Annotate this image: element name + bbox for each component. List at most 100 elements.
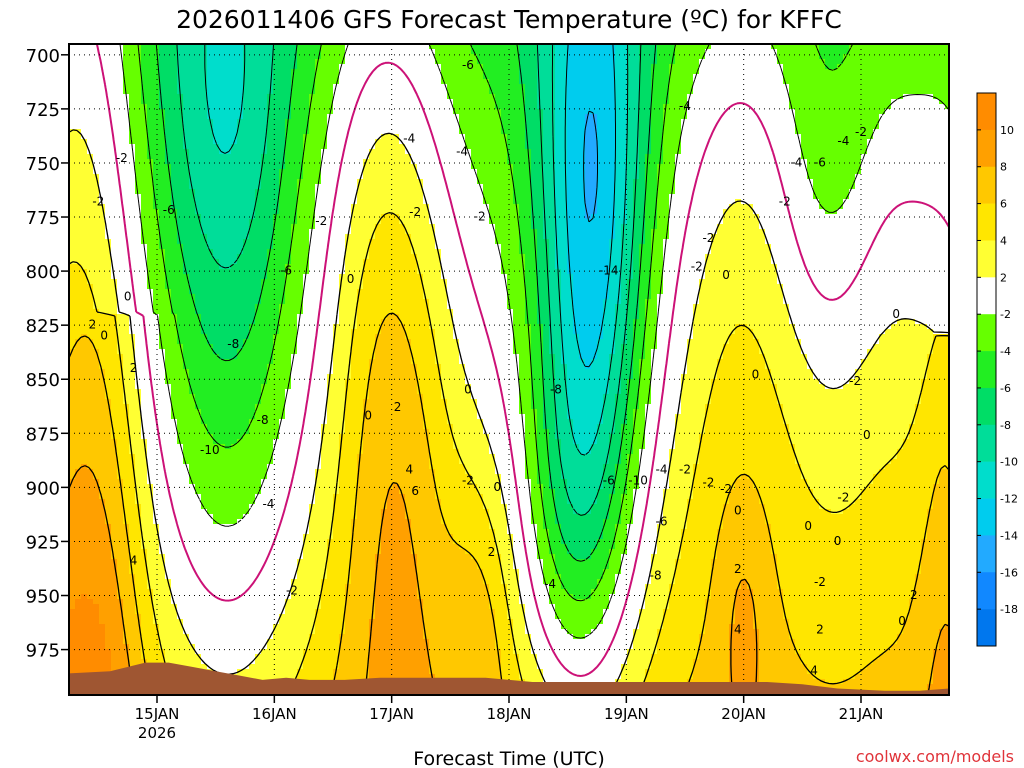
colorbar: 10 8 6 4 2 -2 -4 -6 -8 -10 -12 -14 -16 -18 bbox=[976, 92, 1018, 647]
colorbar-swatch bbox=[977, 609, 996, 647]
contour-label: -2 bbox=[855, 125, 867, 139]
colorbar-label: -8 bbox=[1000, 419, 1011, 432]
isotherm--10 bbox=[204, 44, 629, 456]
contour-label: -6 bbox=[280, 264, 292, 278]
colorbar-label: -6 bbox=[1000, 382, 1011, 395]
contour-label: 0 bbox=[347, 272, 355, 286]
contour-label: -2 bbox=[474, 210, 486, 224]
contour-label: 0 bbox=[464, 383, 472, 397]
terrain bbox=[69, 662, 949, 695]
y-tick-label: 875 bbox=[26, 424, 60, 445]
contour-label: -6 bbox=[656, 514, 668, 528]
x-tick-label: 16JAN bbox=[252, 705, 297, 723]
contour-label: -4 bbox=[403, 132, 415, 146]
contour-label: 2 bbox=[816, 623, 824, 637]
contour-label: 4 bbox=[130, 553, 138, 567]
colorbar-swatch bbox=[977, 129, 996, 168]
contour-label: -2 bbox=[814, 575, 826, 589]
contour-label: -2 bbox=[691, 259, 703, 273]
y-tick-label: 950 bbox=[26, 587, 60, 608]
contour-label: -4 bbox=[262, 497, 274, 511]
terrain-ground bbox=[69, 662, 949, 695]
contour-label: -2 bbox=[462, 473, 474, 487]
colorbar-swatch bbox=[977, 461, 996, 499]
y-tick-label: 800 bbox=[26, 262, 60, 283]
colorbar-label: 2 bbox=[1000, 271, 1007, 284]
contour-label: -2 bbox=[837, 491, 849, 505]
x-tick-label: 20JAN bbox=[721, 705, 766, 723]
contour-label: -2 bbox=[286, 584, 298, 598]
contour-label: 0 bbox=[898, 614, 906, 628]
chart-title: 2026011406 GFS Forecast Temperature (ºC)… bbox=[176, 5, 842, 34]
colorbar-label: -18 bbox=[1000, 603, 1018, 616]
contour-label: -4 bbox=[790, 155, 802, 169]
contour-label: -8 bbox=[227, 337, 239, 351]
isotherm--6 bbox=[155, 44, 657, 562]
colorbar-label: 8 bbox=[1000, 161, 1007, 174]
contour-label: -4 bbox=[456, 145, 468, 159]
y-tick-label: 925 bbox=[26, 532, 60, 553]
colorbar-swatch bbox=[977, 314, 996, 352]
isotherm-contours bbox=[69, 44, 949, 695]
contour-label: -14 bbox=[599, 264, 619, 278]
y-tick-label: 900 bbox=[26, 478, 60, 499]
contour-label: -2 bbox=[702, 476, 714, 490]
grid-lines bbox=[69, 44, 949, 695]
contour-label: -2 bbox=[849, 374, 861, 388]
isotherm--4 bbox=[137, 44, 854, 602]
contour-label: -2 bbox=[409, 205, 421, 219]
y-axis-ticks: 700 725 750 775 800 825 850 875 900 925 950 975 bbox=[26, 46, 69, 662]
contour-label: 4 bbox=[405, 463, 413, 477]
y-tick-label: 825 bbox=[26, 316, 60, 337]
contour-label: 2 bbox=[488, 545, 496, 559]
colorbar-swatch bbox=[977, 240, 996, 278]
contour-label: 2 bbox=[910, 588, 918, 602]
contour-label: 2 bbox=[130, 361, 138, 375]
contour-label: 0 bbox=[722, 268, 730, 282]
contour-label: -2 bbox=[779, 194, 791, 208]
isotherm--12 bbox=[564, 44, 616, 368]
contour-label: -8 bbox=[550, 383, 562, 397]
contour-label: -6 bbox=[163, 203, 175, 217]
contour-label: 0 bbox=[863, 428, 871, 442]
x-tick-label: 17JAN bbox=[369, 705, 414, 723]
contour-label: -8 bbox=[650, 569, 662, 583]
contour-label: -2 bbox=[116, 151, 128, 165]
contour-label: -2 bbox=[92, 194, 104, 208]
contour-label: -2 bbox=[315, 214, 327, 228]
contour-label: 0 bbox=[752, 367, 760, 381]
contour-label: 0 bbox=[834, 534, 842, 548]
contour-label: 0 bbox=[804, 519, 812, 533]
contour-label: -4 bbox=[837, 134, 849, 148]
contour-label: -10 bbox=[200, 443, 220, 457]
contour-labels: -2-2-620024-10-8-8-6-4-2-200246-2-4-4-6-… bbox=[89, 58, 918, 678]
contour-label: 4 bbox=[734, 623, 742, 637]
isotherm--2 bbox=[119, 44, 949, 639]
contour-label: -6 bbox=[603, 473, 615, 487]
contour-label: 0 bbox=[734, 504, 742, 518]
contour-label: 0 bbox=[364, 409, 372, 423]
colorbar-label: -14 bbox=[1000, 529, 1018, 542]
colorbar-swatch bbox=[977, 387, 996, 426]
colorbar-swatch bbox=[977, 424, 996, 462]
contour-label: -8 bbox=[257, 413, 269, 427]
contour-label: 0 bbox=[124, 290, 132, 304]
contour-label: 2 bbox=[394, 400, 402, 414]
colorbar-label: -16 bbox=[1000, 566, 1018, 579]
colorbar-swatch bbox=[977, 572, 996, 610]
isotherm-4 bbox=[69, 212, 949, 695]
contour-label: 4 bbox=[810, 664, 818, 678]
contour-label: -6 bbox=[814, 155, 826, 169]
temperature-fill bbox=[69, 44, 949, 695]
x-tick-label: 21JAN bbox=[839, 705, 884, 723]
x-tick-sublabel: 2026 bbox=[138, 724, 176, 742]
credit-link[interactable]: coolwx.com/models bbox=[856, 747, 1014, 766]
y-tick-label: 975 bbox=[26, 641, 60, 662]
contour-label: -10 bbox=[628, 473, 648, 487]
contour-label: 0 bbox=[892, 307, 900, 321]
contour-label: -6 bbox=[462, 58, 474, 72]
x-tick-label: 19JAN bbox=[604, 705, 649, 723]
contour-label: -2 bbox=[720, 482, 732, 496]
x-axis-label: Forecast Time (UTC) bbox=[413, 748, 604, 768]
contour-label: 0 bbox=[100, 328, 108, 342]
